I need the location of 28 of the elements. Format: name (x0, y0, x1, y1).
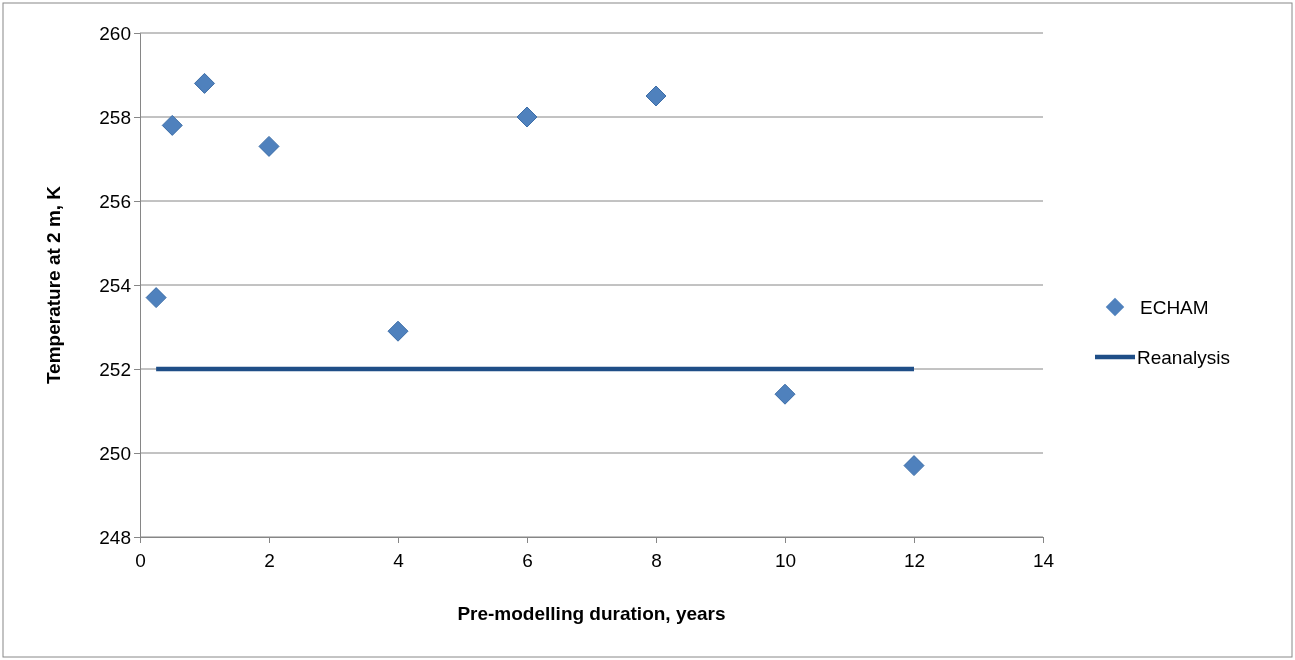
x-axis-title: Pre-modelling duration, years (457, 603, 726, 624)
y-tick-label: 252 (99, 358, 131, 380)
x-tick-label: 6 (522, 549, 533, 571)
y-tick-label: 248 (99, 526, 131, 548)
x-tick-label: 2 (264, 549, 275, 571)
x-tick-label: 10 (774, 549, 797, 571)
x-tick-label: 0 (135, 549, 146, 571)
point (194, 72, 215, 94)
y-tick-label: 254 (99, 274, 132, 296)
y-tick-label: 250 (99, 442, 131, 464)
point (145, 287, 167, 309)
legend-label: Reanalysis (1137, 347, 1230, 368)
point (387, 320, 409, 342)
x-tick-label: 12 (903, 549, 926, 571)
y-axis-title: Temperature at 2 m, K (43, 185, 64, 385)
point (161, 114, 183, 136)
point (774, 383, 796, 405)
x-tick-label: 14 (1032, 549, 1055, 571)
point (645, 85, 667, 107)
x-tick-label: 4 (393, 549, 405, 571)
y-tick-label: 258 (99, 106, 131, 128)
y-tick-label: 260 (99, 22, 131, 44)
point (903, 455, 925, 477)
point (258, 135, 280, 157)
x-tick-label: 8 (651, 549, 662, 571)
y-tick-label: 256 (99, 190, 131, 212)
legend-label: ECHAM (1140, 297, 1209, 318)
point (516, 106, 538, 128)
